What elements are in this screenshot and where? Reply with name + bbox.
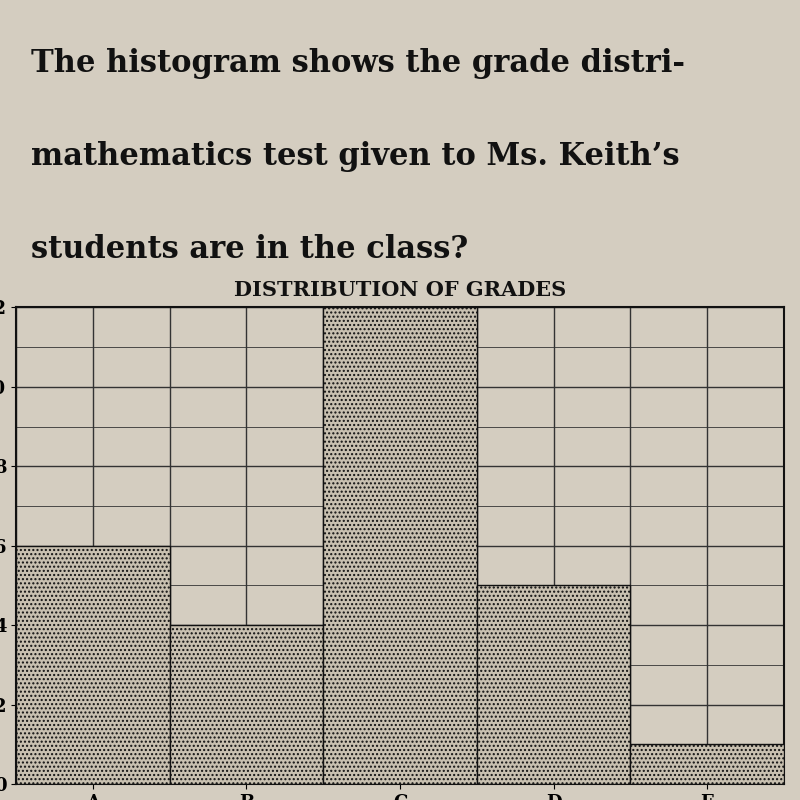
Text: students are in the class?: students are in the class?	[31, 234, 469, 265]
Bar	[477, 586, 630, 784]
Bar	[323, 307, 477, 784]
Text: mathematics test given to Ms. Keith’s: mathematics test given to Ms. Keith’s	[31, 141, 680, 172]
Bar	[16, 546, 170, 784]
Text: The histogram shows the grade distri-: The histogram shows the grade distri-	[31, 48, 686, 79]
Bar	[630, 744, 784, 784]
Title: DISTRIBUTION OF GRADES: DISTRIBUTION OF GRADES	[234, 280, 566, 300]
Bar	[170, 625, 323, 784]
